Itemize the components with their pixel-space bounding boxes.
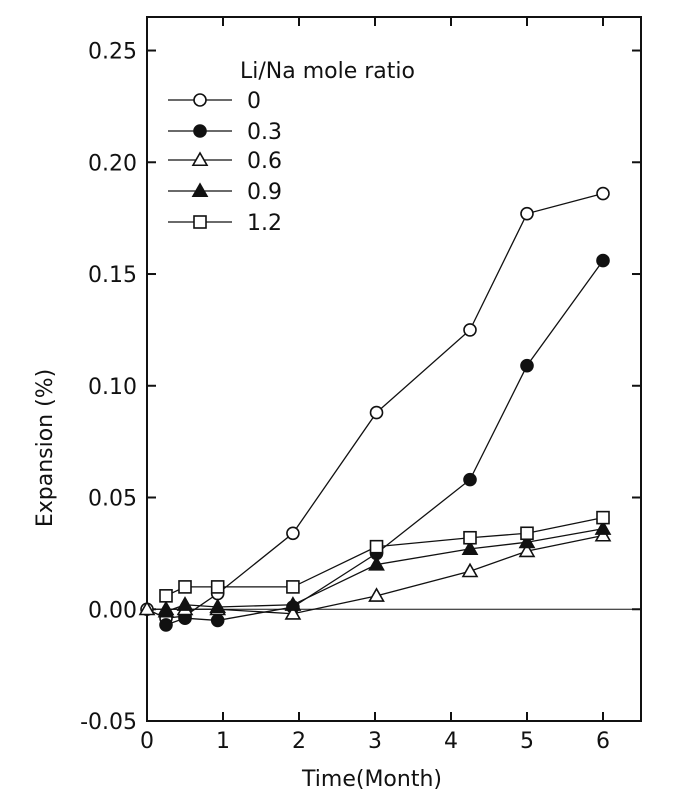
- legend-title: Li/Na mole ratio: [240, 59, 415, 84]
- data-point-0.3: [210, 613, 225, 628]
- data-point-0: [520, 206, 534, 221]
- legend-label: 0.3: [247, 120, 282, 145]
- y-tick-label: -0.05: [80, 710, 137, 735]
- y-tick-label: 0.15: [88, 263, 137, 288]
- series-markers: [138, 186, 612, 632]
- legend-label: 0.9: [247, 180, 282, 205]
- series-line-0.9: [165, 528, 604, 613]
- legend-label: 1.2: [247, 211, 282, 236]
- x-axis-label: Time(Month): [301, 767, 442, 792]
- data-point-0.3: [596, 253, 610, 268]
- x-tick-label: 6: [596, 729, 610, 754]
- legend-marker: [193, 215, 207, 229]
- data-point-0.9: [594, 520, 612, 535]
- data-point-0: [596, 186, 610, 201]
- x-tick-label: 1: [216, 729, 230, 754]
- series-line-1.2: [165, 516, 604, 597]
- x-tick-label: 0: [140, 729, 154, 754]
- data-point-1.2: [596, 510, 610, 525]
- axis-ticks: 0 1 2 3 4 5 6 -0.05 0.00 0.05 0.10 0.15 0.20 0.25: [80, 17, 641, 754]
- y-tick-label: 0.20: [88, 151, 137, 176]
- data-point-0: [463, 323, 477, 337]
- data-point-0.6: [461, 562, 479, 578]
- legend-marker: [191, 151, 209, 167]
- y-tick-label: 0.00: [88, 598, 137, 623]
- data-point-0.9: [461, 540, 479, 555]
- data-point-1.2: [369, 539, 384, 554]
- plot-frame: [146, 16, 642, 722]
- legend-label: 0.6: [247, 149, 282, 174]
- data-point-0.9: [368, 555, 385, 571]
- data-point-0.9: [518, 533, 536, 549]
- legend-marker: [191, 182, 209, 198]
- data-point-1.2: [178, 580, 192, 594]
- data-point-0: [369, 405, 384, 420]
- data-point-0.3: [463, 472, 477, 487]
- y-tick-label: 0.25: [88, 40, 137, 65]
- data-point-1.2: [520, 526, 534, 541]
- data-point-0.6: [518, 542, 536, 558]
- y-tick-label: 0.05: [88, 487, 137, 512]
- data-point-0.9: [284, 596, 302, 611]
- legend: Li/Na mole ratio 0 0.3 0.6 0.9 1.2: [168, 59, 415, 236]
- legend-marker: [193, 93, 207, 107]
- data-point-0.3: [520, 358, 534, 373]
- data-point-0.6: [284, 605, 302, 620]
- data-point-1.2: [210, 580, 225, 594]
- data-point-1.2: [159, 589, 173, 603]
- data-point-0.6: [138, 600, 156, 616]
- data-point-0.9: [157, 602, 175, 618]
- x-tick-label: 3: [368, 729, 382, 754]
- y-axis-label: Expansion (%): [33, 369, 58, 527]
- data-point-1.2: [463, 530, 477, 545]
- data-point-0.6: [368, 587, 385, 602]
- data-point-0.3: [159, 618, 173, 632]
- data-point-0.9: [209, 598, 227, 614]
- x-tick-label: 4: [444, 729, 458, 754]
- y-tick-label: 0.10: [88, 375, 137, 400]
- legend-label: 0: [247, 89, 261, 114]
- legend-marker: [193, 124, 207, 138]
- data-point-1.2: [286, 580, 300, 594]
- x-tick-label: 5: [520, 729, 534, 754]
- x-tick-label: 2: [292, 729, 306, 754]
- data-point-0.9: [176, 596, 194, 611]
- data-point-0: [286, 526, 300, 541]
